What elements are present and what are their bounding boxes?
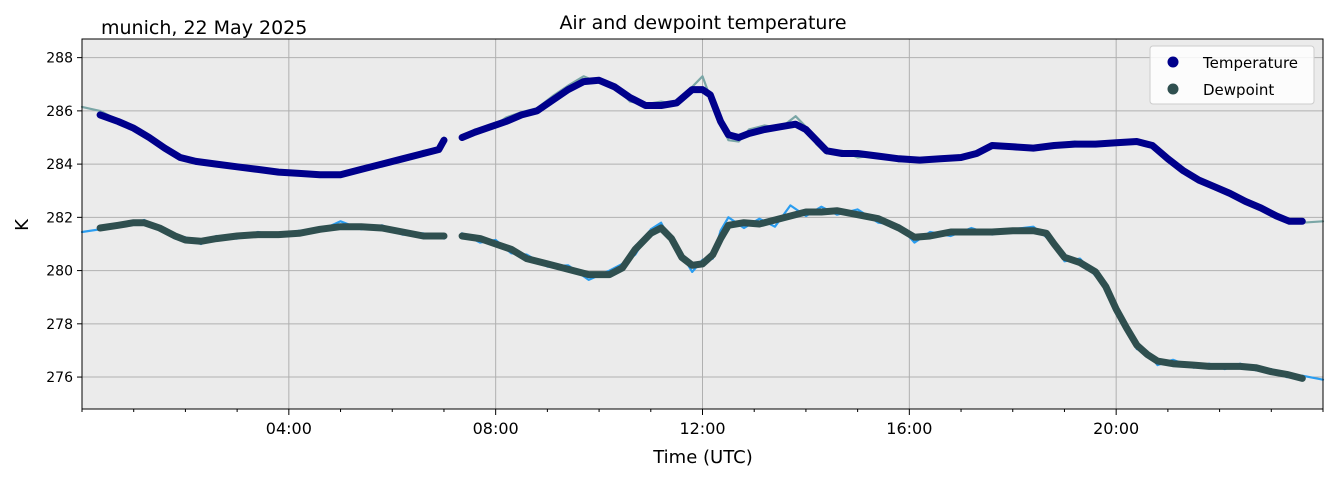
- y-tick-label: 280: [46, 264, 73, 280]
- x-axis-ticks: 04:00 08:00 12:00 16:00 20:00: [81, 409, 1324, 438]
- gridlines: [82, 39, 1323, 409]
- y-tick-label: 276: [46, 370, 73, 386]
- chart-subtitle: munich, 22 May 2025: [101, 17, 307, 39]
- legend: Temperature Dewpoint: [1149, 45, 1315, 105]
- legend-box: [1149, 45, 1315, 105]
- x-axis-label: Time (UTC): [652, 447, 753, 468]
- x-tick-label: 12:00: [679, 419, 725, 438]
- dewpoint-series-line: [458, 207, 1306, 382]
- legend-label-dewpoint: Dewpoint: [1203, 81, 1274, 99]
- dewpoint-series-line: [96, 219, 448, 245]
- smoothed-series-group: [96, 76, 1306, 382]
- y-tick-label: 288: [46, 51, 73, 67]
- y-tick-label: 278: [46, 317, 73, 333]
- x-tick-label: 04:00: [266, 419, 312, 438]
- legend-marker-dewpoint: [1167, 83, 1179, 95]
- y-axis-label: K: [12, 218, 33, 231]
- y-tick-label: 284: [46, 157, 73, 173]
- y-axis-ticks: 276 278 280 282 284 286 288: [46, 51, 82, 386]
- legend-label-temperature: Temperature: [1202, 54, 1298, 72]
- legend-marker-temperature: [1167, 56, 1179, 68]
- chart-title: Air and dewpoint temperature: [559, 12, 846, 34]
- x-tick-label: 08:00: [473, 419, 519, 438]
- y-tick-label: 286: [46, 104, 73, 120]
- y-tick-label: 282: [46, 210, 73, 226]
- temperature-series-line: [458, 76, 1306, 225]
- temperature-series-line: [96, 111, 448, 179]
- x-tick-label: 16:00: [886, 419, 932, 438]
- x-tick-label: 20:00: [1093, 419, 1139, 438]
